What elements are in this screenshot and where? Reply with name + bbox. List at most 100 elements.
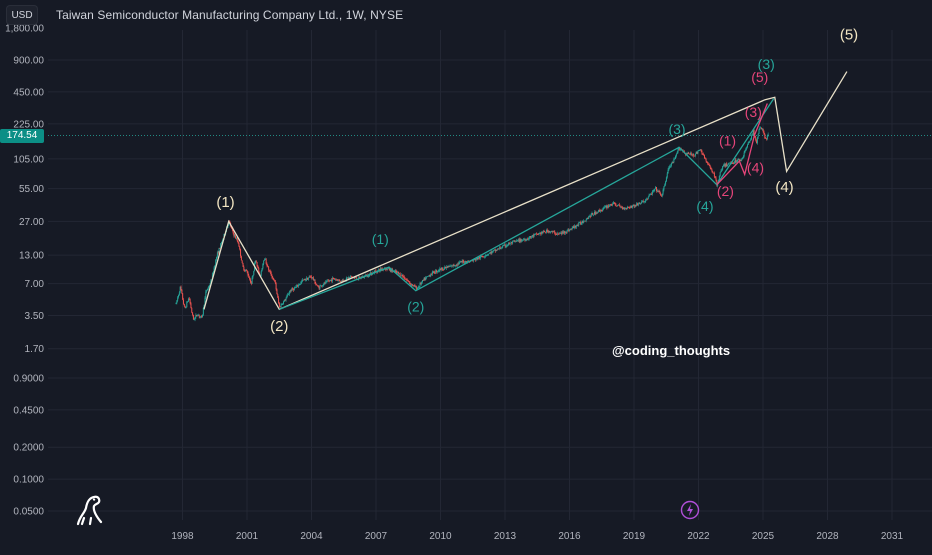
candle-body (209, 284, 211, 287)
candle-body (632, 205, 634, 208)
candle-body (316, 285, 318, 287)
candle-body (666, 173, 668, 178)
candle-body (305, 279, 307, 281)
symbol-title[interactable]: Taiwan Semiconductor Manufacturing Compa… (56, 8, 404, 22)
candle-body (727, 164, 729, 166)
candle-body (237, 240, 239, 243)
candle-body (554, 231, 556, 234)
candle-body (604, 206, 606, 208)
candle-body (668, 167, 670, 170)
candle-body (307, 277, 309, 280)
candle-body (518, 239, 520, 242)
wave-label: (1) (372, 231, 389, 247)
candle-body (556, 233, 558, 235)
candle-body (279, 306, 281, 308)
candle-body (493, 250, 495, 251)
candle-body (249, 279, 251, 283)
candle-body (617, 204, 619, 206)
candle-body (280, 304, 282, 307)
candle-body (716, 180, 718, 186)
y-tick-label: 0.2000 (13, 443, 44, 454)
candle-body (434, 272, 436, 274)
candle-body (616, 205, 618, 207)
candle-body (696, 151, 698, 154)
candle-body (482, 256, 484, 258)
candle-body (396, 272, 398, 274)
y-tick-label: 0.4500 (13, 405, 44, 416)
candle-body (756, 137, 758, 144)
candle-body (541, 231, 543, 234)
candle-body (403, 276, 405, 279)
candle-body (374, 270, 376, 273)
candle-body (532, 235, 534, 237)
wave-label: (2) (717, 183, 734, 199)
candle-body (750, 139, 752, 141)
candle-body (735, 159, 737, 163)
candle-body (426, 276, 428, 278)
candle-body (485, 255, 487, 257)
candle-body (560, 232, 562, 234)
candle-body (190, 303, 192, 308)
candle-body (756, 140, 758, 144)
candle-body (593, 211, 595, 215)
candle-body (643, 201, 645, 203)
candle-body (182, 293, 184, 300)
candle-body (555, 234, 557, 235)
candle-body (634, 205, 636, 207)
candle-body (599, 209, 601, 212)
candle-body (355, 277, 357, 279)
candle-body (479, 256, 481, 259)
lightning-icon[interactable] (680, 500, 700, 520)
candle-body (315, 283, 317, 285)
candle-body (553, 231, 555, 233)
candle-body (408, 281, 410, 283)
currency-button[interactable]: USD (6, 5, 38, 25)
candle-body (256, 262, 258, 267)
candle-body (239, 246, 241, 250)
candle-body (618, 204, 620, 206)
chart-header: USD Taiwan Semiconductor Manufacturing C… (0, 0, 932, 30)
tradingview-dino-icon[interactable] (74, 494, 104, 526)
candle-body (329, 280, 331, 282)
candle-body (512, 241, 514, 244)
candle-body (208, 286, 210, 288)
candle-body (217, 252, 219, 254)
candle-body (242, 263, 244, 267)
candle-body (645, 199, 647, 202)
candle-body (753, 130, 755, 136)
candle-body (588, 216, 590, 219)
candle-body (351, 276, 353, 278)
candle-body (235, 238, 237, 240)
candle-body (524, 239, 526, 241)
candle-body (455, 265, 457, 267)
candle-body (286, 295, 288, 299)
candle-body (215, 259, 217, 266)
candle-body (298, 284, 300, 286)
candle-body (699, 149, 701, 151)
candle-body (334, 279, 336, 280)
candle-body (635, 205, 637, 207)
candle-body (761, 128, 763, 130)
candle-body (638, 203, 640, 205)
candle-body (346, 277, 348, 279)
candle-body (710, 167, 712, 170)
candle-body (546, 229, 548, 231)
candle-body (283, 299, 285, 302)
candle-body (605, 206, 607, 207)
candle-body (694, 153, 696, 156)
wave-label: (1) (719, 133, 736, 149)
wave-label: (2) (270, 318, 288, 335)
candle-body (693, 154, 695, 156)
candle-body (252, 275, 254, 278)
candle-body (312, 277, 314, 280)
candle-body (327, 280, 329, 282)
candle-body (311, 276, 313, 278)
candle-body (309, 276, 311, 278)
candle-body (477, 257, 479, 260)
candle-body (708, 164, 710, 165)
candle-body (589, 216, 591, 218)
candle-body (626, 208, 628, 209)
wave-line-minor (716, 103, 768, 186)
